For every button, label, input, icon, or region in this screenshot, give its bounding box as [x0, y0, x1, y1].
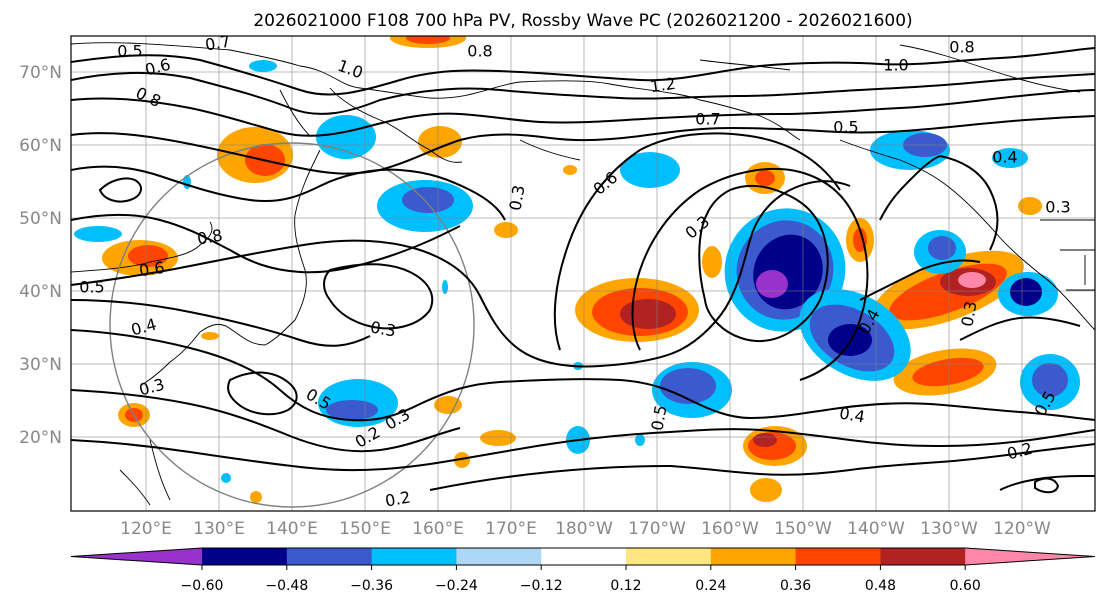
contour-label: 0.5 — [647, 404, 670, 432]
contour-label: 0.5 — [833, 118, 858, 137]
contour-label: 0.6 — [138, 258, 166, 280]
contour-label: 0.5 — [79, 278, 104, 297]
contour-label: 0.3 — [957, 300, 980, 328]
longitude-label: 150°E — [339, 519, 391, 539]
colorbar-segment — [371, 548, 457, 565]
contour-label: 0.4 — [992, 148, 1017, 167]
colorbar-tick-label: −0.24 — [435, 578, 478, 594]
colorbar-tick-label: −0.36 — [350, 578, 393, 594]
anomaly-shading — [74, 36, 1080, 503]
colorbar-extend-max — [965, 548, 1095, 565]
longitude-label: 150°W — [774, 519, 832, 539]
colorbar-segment — [456, 548, 542, 565]
colorbar-segment — [541, 548, 627, 565]
positive-anomaly — [1018, 197, 1042, 215]
colorbar-tick-label: −0.60 — [181, 578, 224, 594]
contour-label: 0.7 — [695, 110, 720, 129]
negative-anomaly — [221, 473, 231, 483]
latitude-label: 60°N — [19, 136, 62, 156]
positive-anomaly — [454, 452, 470, 468]
latitude-label: 20°N — [19, 428, 62, 448]
positive-anomaly — [563, 165, 577, 175]
colorbar-tick-label: 0.36 — [780, 578, 811, 594]
colorbar-tick-label: −0.12 — [520, 578, 563, 594]
longitude-label: 170°W — [628, 519, 686, 539]
longitude-labels: 120°E 130°E 140°E 150°E 160°E 170°E 180°W 170°W… — [120, 519, 1051, 539]
negative-anomaly — [316, 115, 376, 159]
colorbar-segment — [202, 548, 288, 565]
latitude-label: 50°N — [19, 209, 62, 229]
longitude-label: 130°E — [193, 519, 245, 539]
longitude-label: 140°W — [847, 519, 905, 539]
contour-label: 0.8 — [196, 225, 224, 248]
negative-anomaly — [74, 226, 122, 242]
longitude-label: 130°W — [920, 519, 978, 539]
longitude-label: 160°W — [701, 519, 759, 539]
longitude-label: 160°E — [412, 519, 464, 539]
longitude-label: 140°E — [266, 519, 318, 539]
figure-title: 2026021000 F108 700 hPa PV, Rossby Wave … — [253, 11, 912, 31]
positive-anomaly — [201, 332, 219, 340]
negative-anomaly — [635, 434, 645, 446]
latitude-label: 70°N — [19, 63, 62, 83]
range-ring — [109, 142, 475, 508]
contour-label: 0.8 — [949, 38, 974, 57]
negative-anomaly — [249, 60, 277, 72]
contour-label: 1.2 — [649, 74, 677, 96]
contour-label: 0.4 — [838, 403, 866, 426]
colorbar-segment — [626, 548, 712, 565]
negative-anomaly — [620, 152, 680, 188]
contour-label: 0.7 — [204, 31, 232, 54]
longitude-label: 180°W — [555, 519, 613, 539]
map-panel: 0.5 0.70.60.81.00.81.20.71.00.80.50.40.30… — [71, 31, 1095, 511]
positive-anomaly — [434, 396, 462, 414]
latitude-labels: 70°N 60°N 50°N 40°N 30°N 20°N — [19, 63, 62, 448]
colorbar-tick-label: 0.60 — [950, 578, 981, 594]
longitude-label: 120°W — [993, 519, 1051, 539]
colorbar-segment — [710, 548, 797, 565]
latitude-label: 40°N — [19, 282, 62, 302]
gridlines — [71, 36, 1095, 511]
positive-anomaly — [702, 246, 722, 278]
contour-label: 0.3 — [1045, 198, 1070, 217]
positive-anomaly — [750, 478, 782, 502]
map-frame — [70, 35, 1096, 512]
negative-anomaly — [442, 280, 448, 294]
colorbar-tick-label: 0.24 — [695, 578, 726, 594]
negative-anomaly — [992, 148, 1028, 168]
colorbar-segment — [286, 548, 373, 565]
colorbar: −0.60 −0.48 −0.36 −0.24 −0.12 0.12 0.24 0.36 0.4… — [70, 547, 1096, 594]
contour-label: 0.8 — [467, 42, 492, 61]
coastlines — [71, 42, 1095, 506]
longitude-label: 120°E — [120, 519, 172, 539]
contour-label: 0.5 — [117, 42, 142, 61]
pv-contours — [71, 47, 1095, 494]
latitude-label: 30°N — [19, 355, 62, 375]
colorbar-segment — [795, 548, 881, 565]
colorbar-tick-label: 0.48 — [865, 578, 896, 594]
positive-anomaly — [494, 222, 518, 238]
positive-anomaly — [480, 430, 516, 446]
colorbar-tick-label: −0.48 — [265, 578, 308, 594]
colorbar-tick-label: 0.12 — [610, 578, 641, 594]
positive-anomaly — [250, 491, 262, 503]
contour-label: 0.3 — [369, 317, 397, 340]
colorbar-extend-min — [71, 548, 202, 565]
contour-label: 0.2 — [384, 487, 412, 510]
contour-label: 1.0 — [883, 56, 908, 75]
longitude-label: 170°E — [485, 519, 537, 539]
contour-label: 0.3 — [505, 184, 528, 212]
colorbar-segment — [880, 548, 966, 565]
positive-anomaly — [418, 126, 462, 158]
